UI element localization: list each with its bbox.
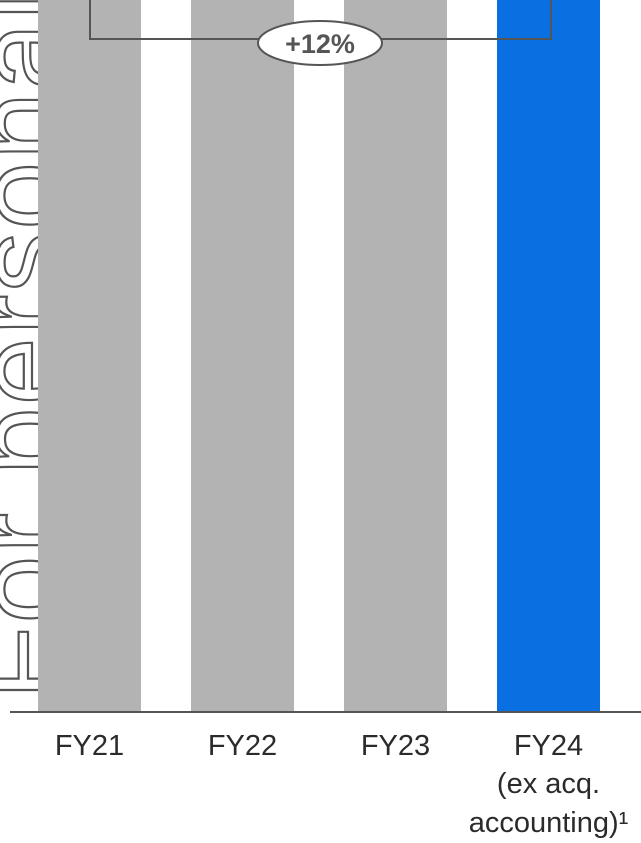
category-sublabel: (ex acq. xyxy=(497,768,600,800)
growth-connector: +12% xyxy=(90,0,559,65)
bars-group xyxy=(38,0,600,711)
category-sublabel: accounting)¹ xyxy=(469,807,629,839)
bar-fy24 xyxy=(497,0,600,711)
growth-badge-label: +12% xyxy=(285,29,355,59)
bar-fy21 xyxy=(38,0,141,711)
bar-fy23 xyxy=(344,0,447,711)
category-label-fy21: FY21 xyxy=(55,730,124,762)
category-label-fy22: FY22 xyxy=(208,730,277,762)
category-label-fy23: FY23 xyxy=(361,730,430,762)
bar-fy22 xyxy=(191,0,294,711)
category-labels-group: FY21 FY22 FY23 FY24 (ex acq. accounting)¹ xyxy=(55,730,629,839)
category-label-fy24: FY24 xyxy=(514,730,583,762)
